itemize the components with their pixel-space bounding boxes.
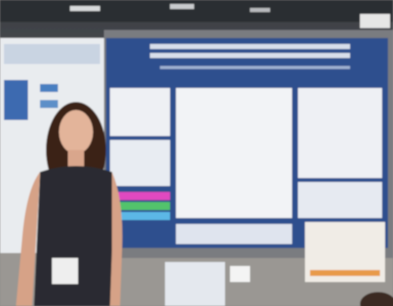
ceiling-light — [70, 6, 100, 11]
poster-panel — [176, 224, 292, 244]
board-number — [360, 14, 390, 28]
card — [230, 266, 250, 282]
poster-panel — [298, 182, 382, 218]
ceiling-light — [250, 8, 270, 12]
left-poster-figure — [4, 80, 28, 120]
name-badge — [52, 258, 78, 284]
left-poster-header — [4, 44, 100, 64]
poster-highlight — [310, 270, 380, 276]
poster-panel — [176, 88, 292, 218]
poster-highlight — [118, 202, 170, 210]
left-poster-figure — [40, 84, 58, 92]
poster-panel — [110, 88, 170, 136]
scene — [0, 0, 393, 306]
poster-highlight — [118, 192, 170, 200]
neck — [68, 150, 84, 168]
poster-panel — [298, 88, 382, 178]
left-poster-figure — [40, 100, 58, 108]
poster-title-line — [150, 53, 350, 58]
handout — [165, 262, 225, 306]
poster-panel — [110, 140, 170, 186]
poster-title-line — [150, 44, 350, 49]
dress — [34, 166, 118, 306]
ceiling — [0, 0, 393, 22]
page — [0, 0, 393, 306]
poster-authors — [160, 66, 350, 69]
poster-highlight — [118, 212, 170, 220]
photo-scene — [0, 0, 393, 306]
face — [59, 110, 93, 154]
ceiling-light — [170, 4, 194, 9]
